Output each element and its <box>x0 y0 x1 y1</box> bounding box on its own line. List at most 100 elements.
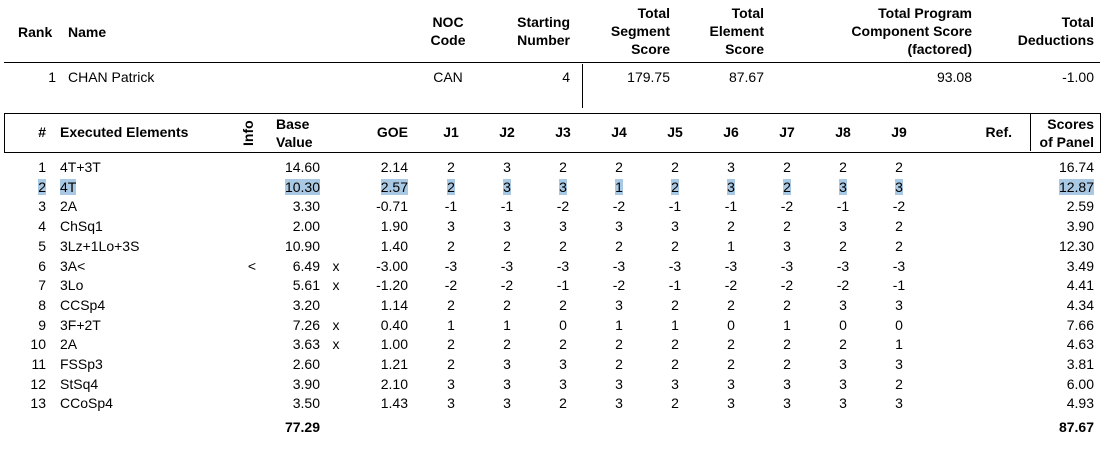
element-name: 4T <box>60 179 220 195</box>
element-num: 4 <box>38 218 46 234</box>
judge-score-1: 2 <box>447 336 455 352</box>
judge-score-1: 2 <box>447 238 455 254</box>
element-num-text: 2 <box>38 179 46 195</box>
element-base-value: 14.60 <box>284 159 320 175</box>
element-base-value-text: 10.30 <box>284 179 320 195</box>
info-header: Info <box>240 120 256 146</box>
element-base-value: 6.49 <box>292 258 320 274</box>
element-bonus-mark: x <box>332 336 340 352</box>
judge-score-4: 2 <box>615 356 623 372</box>
element-goe: 2.10 <box>380 376 408 392</box>
element-panel-score: 3.49 <box>1066 258 1094 274</box>
judge-score-8: 3 <box>839 297 847 313</box>
judge-score-6: 3 <box>716 179 746 195</box>
judge-score-3: -3 <box>556 258 570 274</box>
judge-score-6: 2 <box>727 218 735 234</box>
judge-score-7: 2 <box>783 356 791 372</box>
judge-score-4: 3 <box>615 218 623 234</box>
element-goe: 2.14 <box>380 159 408 175</box>
judge-score-9: 1 <box>895 336 903 352</box>
skater-ded: -1.00 <box>1062 69 1094 85</box>
element-num: 12 <box>30 376 46 392</box>
judge-score-2: 3 <box>503 395 511 411</box>
judge-score-8-text: 3 <box>839 179 847 195</box>
judge-header-6: J6 <box>723 124 739 140</box>
element-name: ChSq1 <box>60 218 103 234</box>
executed-header: Executed Elements <box>60 124 189 140</box>
judge-score-3: 2 <box>559 395 567 411</box>
judge-score-6: 3 <box>727 159 735 175</box>
element-panel-score: 16.74 <box>1058 159 1094 175</box>
judge-score-1: -3 <box>444 258 458 274</box>
element-panel-score: 3.81 <box>1066 356 1094 372</box>
judge-score-1: 3 <box>447 218 455 234</box>
element-info: < <box>247 258 257 274</box>
judge-score-7: -2 <box>780 277 794 293</box>
judge-score-6-text: 3 <box>727 179 735 195</box>
judge-score-2: 2 <box>503 238 511 254</box>
judge-score-1: 2 <box>447 356 455 372</box>
base-header-line1: Base <box>276 116 310 132</box>
element-panel-score-text: 12.87 <box>1058 179 1094 195</box>
header-divider <box>4 62 1100 63</box>
judge-score-3: 3 <box>559 376 567 392</box>
panel-header-line1: Scores <box>1047 116 1094 132</box>
judge-score-4: 3 <box>615 297 623 313</box>
element-name: 4T+3T <box>60 159 101 175</box>
ded-header-line2: Deductions <box>1017 32 1094 48</box>
goe-header: GOE <box>376 124 408 140</box>
judge-score-2: 3 <box>503 356 511 372</box>
element-goe: -3.00 <box>376 258 408 274</box>
element-num: 13 <box>30 395 46 411</box>
judge-score-5: 2 <box>671 297 679 313</box>
element-num: 7 <box>38 277 46 293</box>
judge-score-4: 2 <box>615 159 623 175</box>
tss-header-line2: Segment <box>610 23 670 39</box>
judge-score-7: -2 <box>780 198 794 214</box>
judge-score-9: 3 <box>884 179 914 195</box>
tss-header-line1: Total <box>637 5 670 21</box>
judge-score-7: 3 <box>783 395 791 411</box>
judge-score-8: 3 <box>839 376 847 392</box>
judge-score-9: -3 <box>892 258 906 274</box>
judge-score-8: 3 <box>839 395 847 411</box>
judge-score-3: 2 <box>559 159 567 175</box>
skater-tss: 179.75 <box>627 69 670 85</box>
element-goe: 1.90 <box>380 218 408 234</box>
judge-header-7: J7 <box>779 124 795 140</box>
pcs-header-line3: (factored) <box>907 41 972 57</box>
skater-name: CHAN Patrick <box>68 69 155 85</box>
judge-header-2: J2 <box>499 124 515 140</box>
judge-score-4: 3 <box>615 376 623 392</box>
judge-score-3: 2 <box>559 336 567 352</box>
element-panel-score: 4.63 <box>1066 336 1094 352</box>
skater-rank: 1 <box>48 69 56 85</box>
judge-score-3: 3 <box>548 179 578 195</box>
element-num: 6 <box>38 258 46 274</box>
element-name: 2A <box>60 336 78 352</box>
skater-pcs: 93.08 <box>936 69 972 85</box>
element-base-value: 3.30 <box>292 198 320 214</box>
panel-header-divider <box>1030 114 1031 151</box>
element-base-value: 2.60 <box>292 356 320 372</box>
element-goe: 1.43 <box>380 395 408 411</box>
element-base-value: 3.90 <box>292 376 320 392</box>
skater-start: 4 <box>562 69 570 85</box>
judge-score-1: 3 <box>447 376 455 392</box>
judge-header-5: J5 <box>667 124 683 140</box>
judge-score-1: 2 <box>447 159 455 175</box>
element-name: 3Lz+1Lo+3S <box>60 238 140 254</box>
judge-score-5: 2 <box>671 238 679 254</box>
element-goe: 2.57 <box>350 179 408 195</box>
element-panel-score: 3.90 <box>1066 218 1094 234</box>
judge-score-9: 2 <box>895 238 903 254</box>
element-bonus-mark: x <box>332 317 340 333</box>
judge-score-8: 2 <box>839 336 847 352</box>
skater-vertical-divider <box>582 64 583 108</box>
judge-score-3: 3 <box>559 218 567 234</box>
judge-score-9: 2 <box>895 218 903 234</box>
judge-score-6: 1 <box>727 238 735 254</box>
judge-score-2: -3 <box>500 258 514 274</box>
noc-header-line1: NOC <box>432 14 464 30</box>
judge-score-5: 1 <box>671 317 679 333</box>
